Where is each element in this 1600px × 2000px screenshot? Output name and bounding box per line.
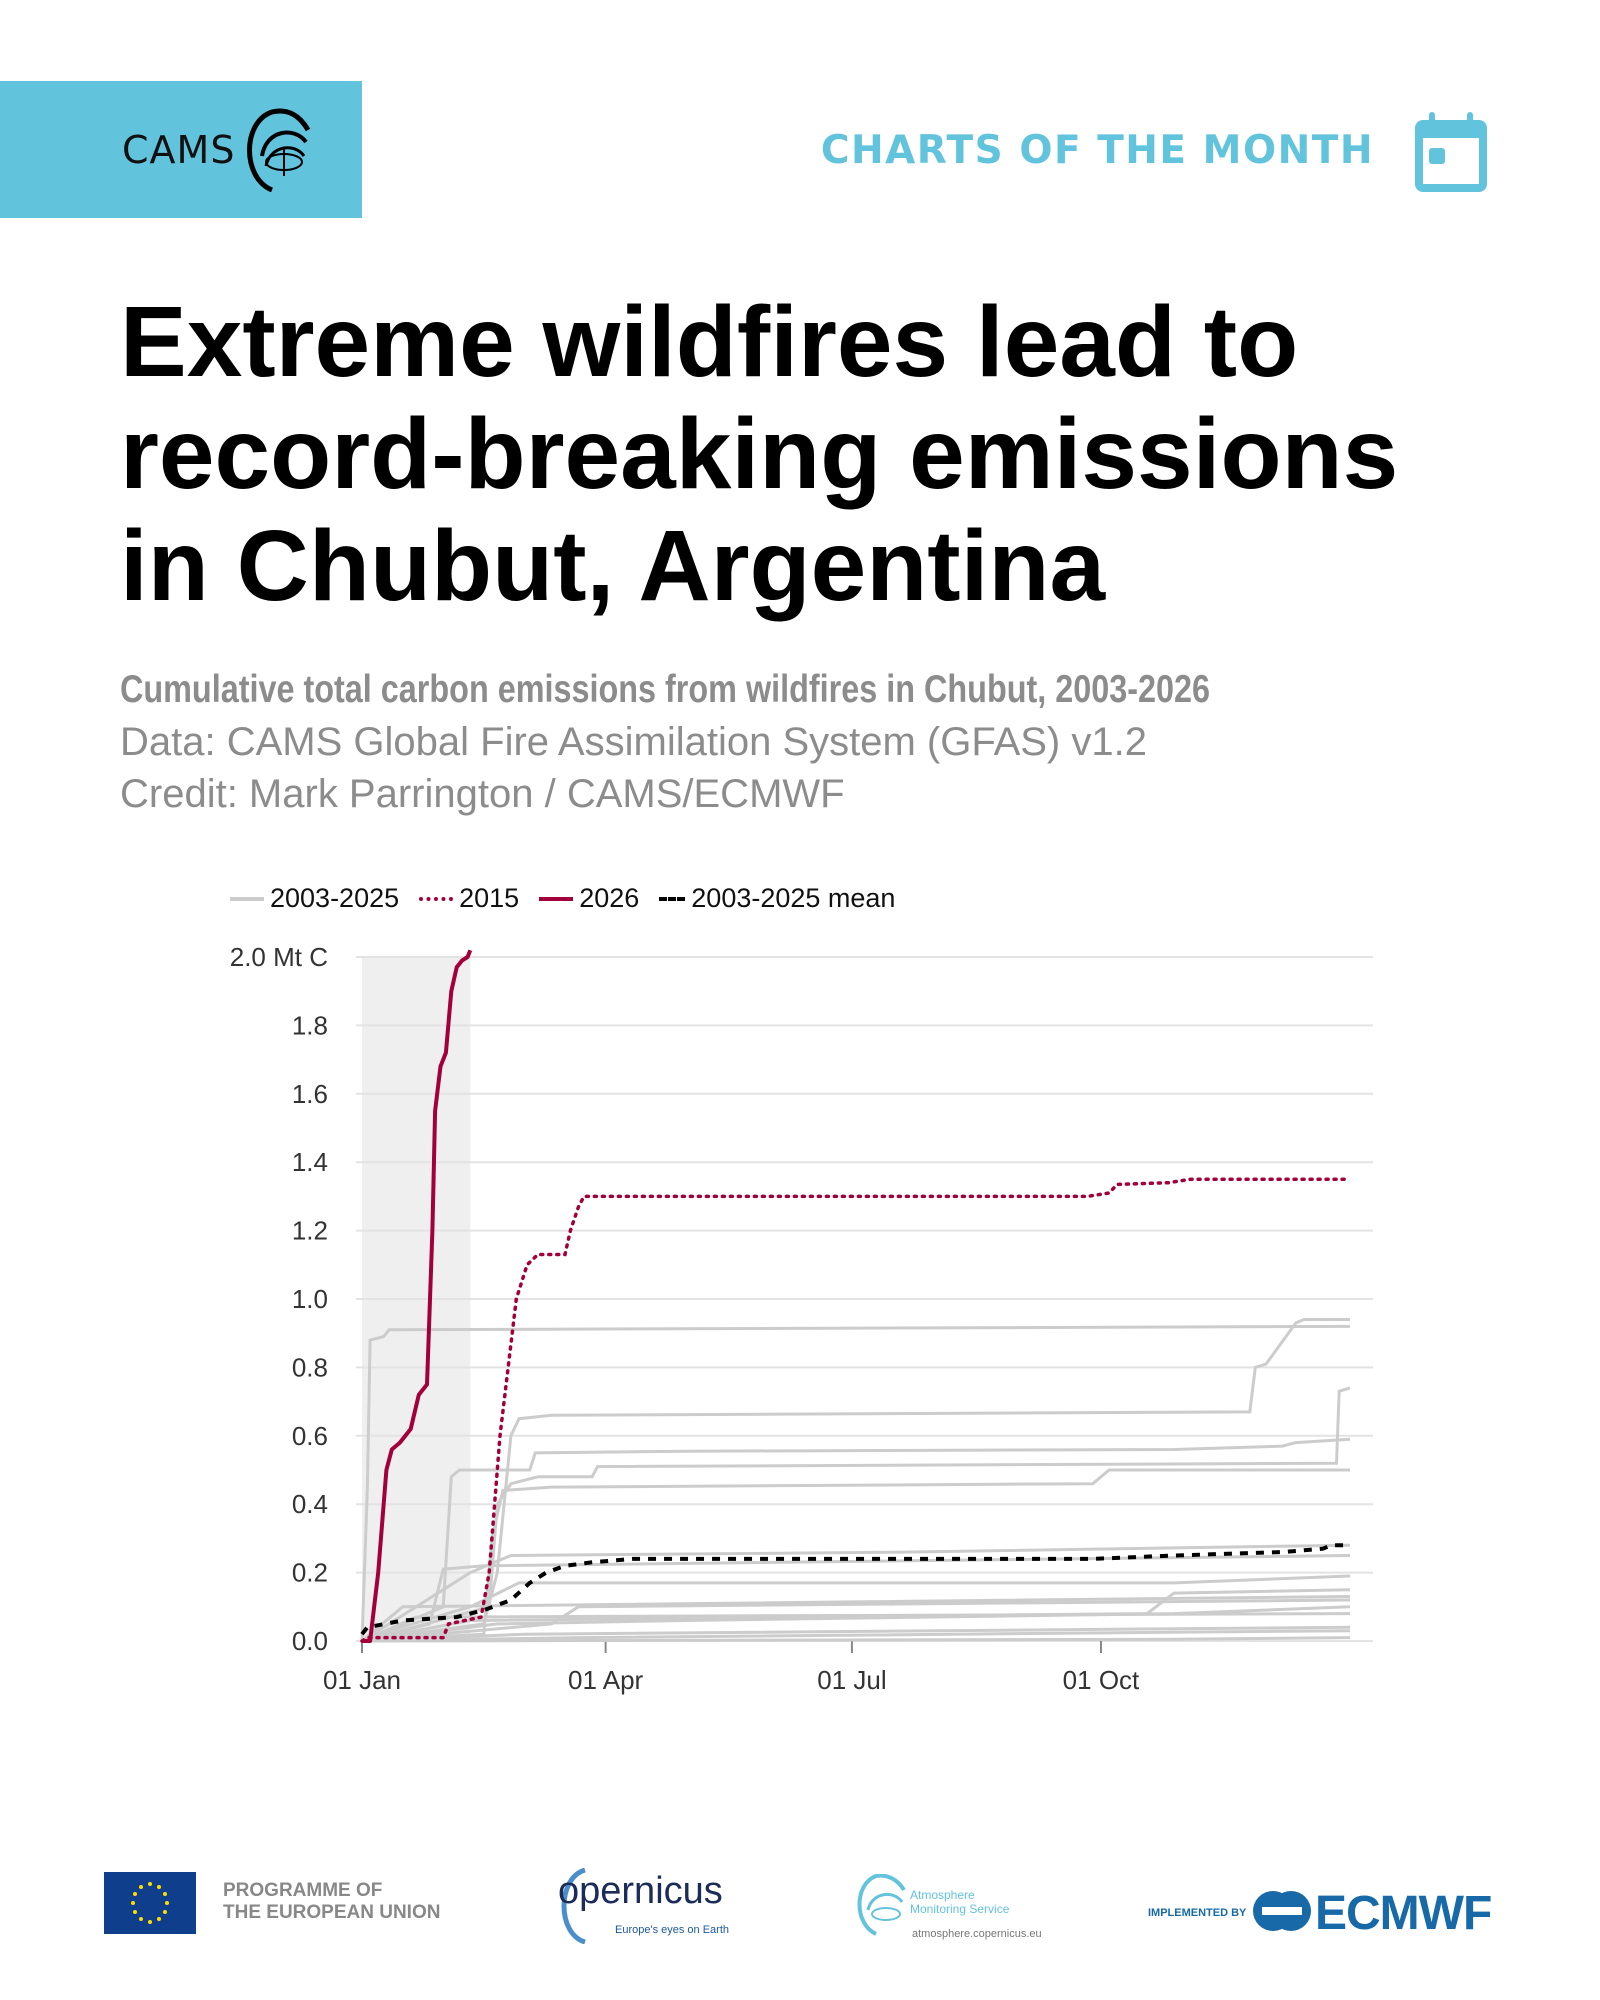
eu-programme-text: PROGRAMME OF THE EUROPEAN UNION: [223, 1880, 440, 1924]
series-line-historical: [360, 1324, 1351, 1642]
legend-swatch: [539, 896, 574, 901]
series-line-historical: [361, 1437, 1351, 1643]
series-line-2015: [360, 1177, 1352, 1643]
legend-item-2003-2025: 2003-2025: [230, 883, 399, 914]
y-tick-label: 2.0 Mt C: [230, 942, 328, 972]
calendar-icon: [1415, 112, 1487, 192]
y-tick-label: 1.2: [292, 1216, 328, 1246]
eu-flag-icon: [104, 1872, 196, 1934]
atmosphere-line: Atmosphere: [910, 1888, 975, 1902]
copernicus-tagline: Europe's eyes on Earth: [615, 1924, 730, 1936]
series-line-2026: [362, 949, 473, 1643]
credit: Credit: Mark Parrington / CAMS/ECMWF: [120, 772, 845, 816]
series-line-historical: [361, 1595, 1351, 1643]
footer-logos: PROGRAMME OF THE EUROPEAN UNION opernicu…: [0, 1860, 1600, 1950]
y-tick-label: 0.2: [292, 1558, 328, 1588]
y-tick-label: 0.6: [292, 1421, 328, 1451]
legend-label: 2003-2025: [270, 883, 400, 913]
y-tick-label: 0.0: [292, 1626, 328, 1656]
legend-item-2026: 2026: [539, 883, 639, 914]
series-line-mean: [360, 1543, 1350, 1636]
legend-label: 2026: [579, 883, 640, 913]
copernicus-logo-text: opernicus: [558, 1870, 723, 1912]
series-line-historical: [361, 1636, 1351, 1643]
cams-globe-icon: [247, 108, 311, 192]
series-line-historical: [361, 1554, 1351, 1643]
cams-logo-text: CAMS: [122, 128, 236, 172]
legend-swatch: [230, 896, 264, 901]
legend-swatch: [419, 896, 454, 901]
series-line-historical: [361, 1318, 1350, 1643]
emissions-chart: 0.0 0.2 0.4 0.6 0.8 1.0 1.2 1.4 1.6 1.8 2.0 Mt C 01…: [230, 942, 1373, 1695]
copernicus-arc-icon: [561, 1868, 586, 1944]
legend-label: 2003-2025 mean: [691, 883, 896, 913]
atmosphere-globe-icon: [857, 1874, 906, 1936]
chart-subtitle: Cumulative total carbon emissions from w…: [120, 668, 1211, 711]
legend-label: 2015: [459, 883, 520, 913]
x-tick-label: 01 Jul: [817, 1665, 886, 1695]
legend-swatch: [659, 896, 686, 901]
y-tick-label: 0.8: [292, 1352, 328, 1382]
y-tick-label: 1.6: [292, 1079, 328, 1109]
eu-text-line: PROGRAMME OF: [223, 1880, 383, 1901]
chart-legend: 2003-2025 2015 2026 2003-2025 mean: [230, 883, 915, 914]
series-line-historical: [361, 1386, 1351, 1643]
ecmwf-logo-icon: [1253, 1891, 1311, 1931]
data-source: Data: CAMS Global Fire Assimilation Syst…: [120, 720, 1147, 764]
atmosphere-line: Monitoring Service: [910, 1902, 1010, 1916]
x-tick-label: 01 Jan: [323, 1665, 401, 1695]
atmosphere-url: atmosphere.copernicus.eu: [912, 1928, 1042, 1940]
legend-item-mean: 2003-2025 mean: [659, 883, 895, 914]
implemented-by-text: IMPLEMENTED BY: [1148, 1907, 1247, 1919]
x-tick-label: 01 Apr: [568, 1665, 644, 1695]
y-tick-label: 0.4: [292, 1489, 328, 1519]
headline: Extreme wildfires lead to record-breakin…: [120, 286, 1399, 622]
ecmwf-logo-text: ECMWF: [1315, 1887, 1492, 1940]
legend-item-2015: 2015: [419, 883, 519, 914]
y-tick-label: 1.0: [292, 1284, 328, 1314]
y-tick-label: 1.4: [292, 1147, 328, 1177]
series-line-historical: [361, 1605, 1351, 1643]
series-line-historical: [361, 1588, 1351, 1643]
x-tick-label: 01 Oct: [1063, 1665, 1140, 1695]
charts-of-the-month-title: CHARTS OF THE MONTH: [820, 128, 1374, 173]
cams-logo-band: [0, 81, 362, 218]
atmosphere-service-text: Atmosphere Monitoring Service: [910, 1888, 1009, 1916]
y-tick-label: 1.8: [292, 1010, 328, 1040]
eu-text-line: THE EUROPEAN UNION: [223, 1902, 441, 1923]
